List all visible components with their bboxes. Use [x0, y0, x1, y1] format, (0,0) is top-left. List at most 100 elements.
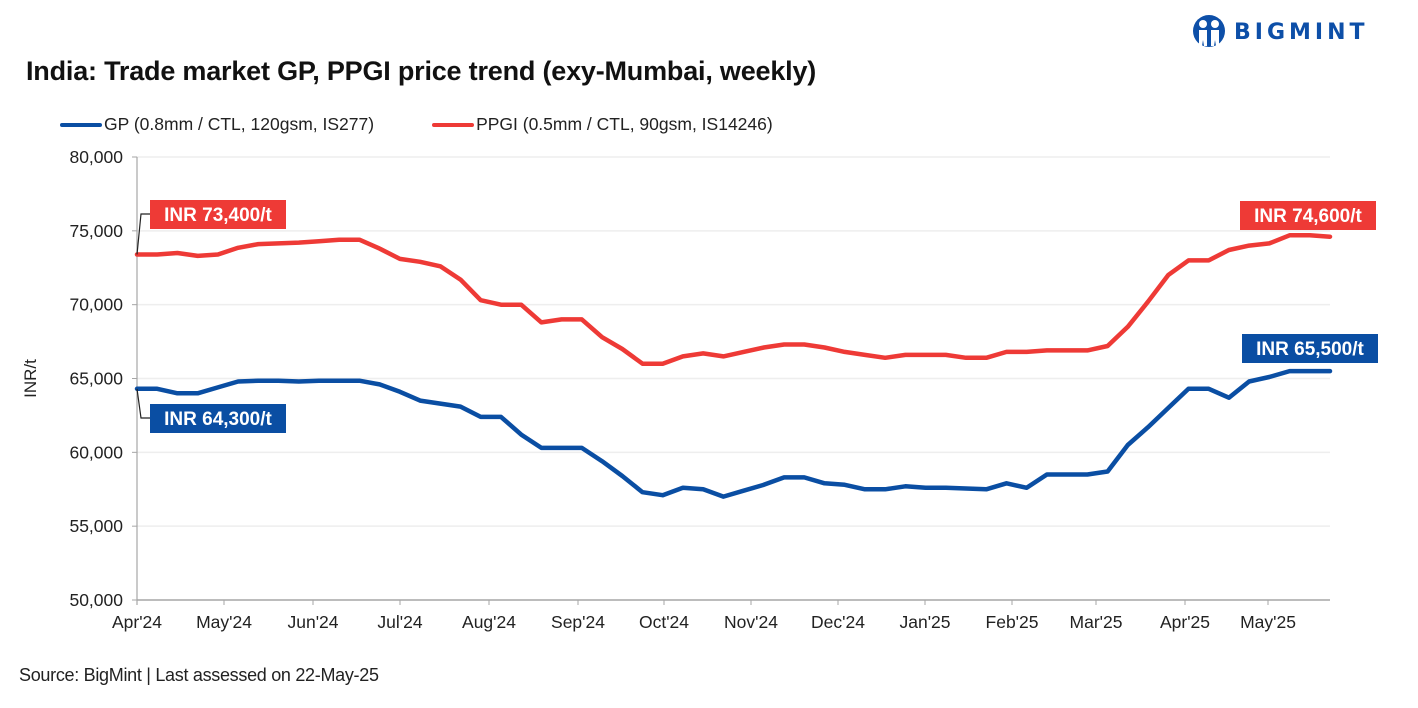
ppgi-point [559, 317, 563, 321]
gp-start-callout-label: INR 64,300/t [164, 409, 272, 430]
gp-point [479, 415, 483, 419]
ppgi-point [843, 350, 847, 354]
y-axis-title: INR/t [21, 359, 40, 398]
gp-point [822, 481, 826, 485]
gp-point [297, 379, 301, 383]
gp-point [620, 474, 624, 478]
ppgi-point [883, 356, 887, 360]
bigmint-logo-icon [1193, 15, 1225, 47]
legend-item-gp[interactable]: GP (0.8mm / CTL, 120gsm, IS277) [60, 114, 374, 135]
ppgi-point [1004, 350, 1008, 354]
legend-label-ppgi: PPGI (0.5mm / CTL, 90gsm, IS14246) [476, 114, 773, 134]
x-tick-label: May'25 [1240, 612, 1296, 632]
gp-point [1328, 369, 1332, 373]
ppgi-point [1227, 248, 1231, 252]
ppgi-point [681, 354, 685, 358]
ppgi-point [1328, 235, 1332, 239]
gp-point [1105, 469, 1109, 473]
ppgi-point [1105, 344, 1109, 348]
gp-point [1004, 481, 1008, 485]
bigmint-logo: BIGMINT [1192, 14, 1369, 50]
ppgi-point [782, 342, 786, 346]
gp-point [519, 432, 523, 436]
gp-point [903, 484, 907, 488]
gp-line [134, 368, 1333, 499]
ppgi-point [236, 246, 240, 250]
ppgi-end-callout-box [1240, 201, 1376, 230]
gp-start-callout-leader [136, 388, 150, 419]
gp-start-callout-box [150, 404, 286, 433]
gp-point [1045, 472, 1049, 476]
gp-point [1166, 406, 1170, 410]
gp-point [1146, 425, 1150, 429]
x-tick-label: Jan'25 [899, 612, 950, 632]
ppgi-point [1126, 325, 1130, 329]
ppgi-point [337, 237, 341, 241]
gp-point [580, 446, 584, 450]
ppgi-point [175, 251, 179, 255]
ppgi-point [1085, 348, 1089, 352]
ppgi-start-callout-box [150, 200, 286, 229]
gp-point [661, 493, 665, 497]
gp-point [1126, 443, 1130, 447]
gp-point [883, 487, 887, 491]
legend: GP (0.8mm / CTL, 120gsm, IS277) PPGI (0.… [60, 114, 773, 135]
ppgi-point [640, 362, 644, 366]
gp-end-callout-label: INR 65,500/t [1256, 339, 1364, 360]
x-tick-label: May'24 [196, 612, 252, 632]
y-tick-label: 70,000 [69, 295, 123, 315]
ppgi-point [1166, 273, 1170, 277]
ppgi-point [741, 350, 745, 354]
ppgi-point [1065, 348, 1069, 352]
ppgi-point [600, 335, 604, 339]
ppgi-point [155, 252, 159, 256]
gp-point [317, 379, 321, 383]
gp-point [701, 487, 705, 491]
x-tick-label: Apr'25 [1160, 612, 1210, 632]
gp-point [1287, 369, 1291, 373]
ppgi-point [620, 347, 624, 351]
gp-point [863, 487, 867, 491]
gp-point [762, 483, 766, 487]
legend-swatch-gp [60, 122, 102, 127]
ppgi-point [216, 252, 220, 256]
ppgi-point [418, 260, 422, 264]
ppgi-point [1146, 300, 1150, 304]
ppgi-point [438, 264, 442, 268]
ppgi-point [923, 353, 927, 357]
gp-point [337, 379, 341, 383]
y-tick-label: 65,000 [69, 369, 123, 389]
gp-point [458, 404, 462, 408]
chart-title: India: Trade market GP, PPGI price trend… [26, 56, 817, 86]
gp-point [1024, 486, 1028, 490]
ppgi-point [195, 254, 199, 258]
gp-point [741, 489, 745, 493]
x-tick-label: Sep'24 [551, 612, 605, 632]
gp-point [276, 379, 280, 383]
ppgi-point [762, 345, 766, 349]
gp-point [499, 415, 503, 419]
gp-point [640, 490, 644, 494]
gp-point [1085, 472, 1089, 476]
gp-point [984, 487, 988, 491]
ppgi-point [519, 302, 523, 306]
ppgi-point [944, 353, 948, 357]
ppgi-point [1287, 233, 1291, 237]
x-tick-label: Aug'24 [462, 612, 516, 632]
gp-point [782, 475, 786, 479]
legend-item-ppgi[interactable]: PPGI (0.5mm / CTL, 90gsm, IS14246) [432, 114, 773, 135]
legend-swatch-ppgi [432, 122, 475, 127]
gp-point [843, 483, 847, 487]
ppgi-point [539, 320, 543, 324]
ppgi-point [802, 342, 806, 346]
gp-point [398, 390, 402, 394]
ppgi-point [1267, 241, 1271, 245]
gp-point [923, 486, 927, 490]
x-tick-label: Jun'24 [287, 612, 338, 632]
ppgi-point [661, 362, 665, 366]
gp-point [357, 379, 361, 383]
ppgi-point [1024, 350, 1028, 354]
ppgi-point [377, 246, 381, 250]
source-note: Source: BigMint | Last assessed on 22-Ma… [19, 665, 379, 685]
gp-point [1065, 472, 1069, 476]
